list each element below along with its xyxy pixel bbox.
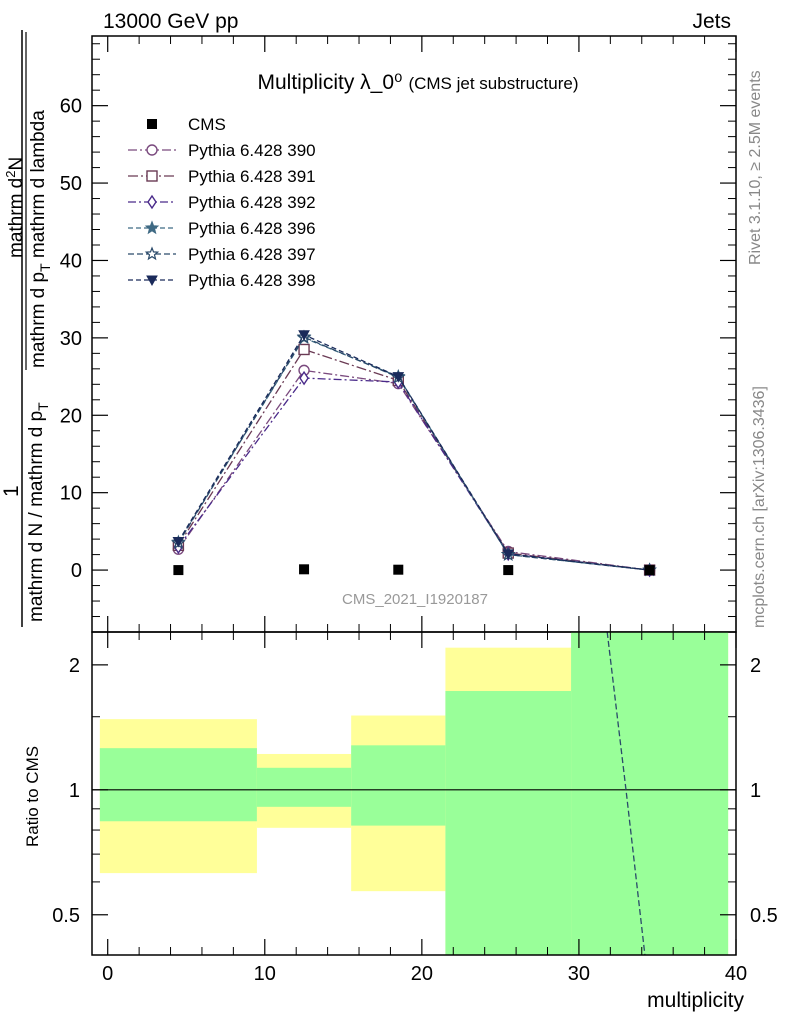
y-tick-label: 50 [60,173,82,195]
legend: CMS Pythia 6.428 390 Pythia 6.428 391 Pythi… [128,115,316,290]
legend-label: Pythia 6.428 390 [188,141,316,160]
data-point [503,565,514,576]
ylabel-inner-sub: T [37,263,53,272]
ratio-band-green [445,691,572,955]
y-tick-label: 30 [60,328,82,350]
y-tick-label: 10 [60,483,82,505]
x-axis-label: multiplicity [647,989,744,1012]
legend-swatch-marker [146,144,158,156]
legend-label-cms: CMS [188,115,226,134]
ratio-plot-frame [91,631,737,956]
legend-label: Pythia 6.428 397 [188,245,316,264]
y-tick-label: 40 [60,250,82,272]
ylabel-den-main: mathrm d N / mathrm d p [26,411,47,622]
ratio-band-green [256,767,352,807]
header-left: 13000 GeV pp [103,10,238,33]
data-points-group [173,564,655,576]
ratio-mc-line [606,631,646,956]
ratio-tick-label-right: 0.5 [750,905,778,927]
series-point [298,343,310,356]
series-line [177,369,650,571]
ratio-tick-label-right: 1 [750,780,761,802]
side-label-top: Rivet 3.1.10, ≥ 2.5M events [747,70,764,265]
ylabel-inner-bottom: mathrm d pT mathrm d lambda [28,110,53,368]
ratio-axis-ticks: 0.5 0.51 12 20 10 20 30 40 [52,632,778,985]
main-series-group [171,329,657,578]
ylabel-inner-sup: 2 [3,171,18,178]
ylabel-inner-bottom-a: mathrm d p [28,272,49,368]
legend-swatch-marker [146,170,158,182]
series-point [502,549,515,560]
ylabel-inner-fraction: mathrm d2N mathrm d pT mathrm d lambda [3,32,53,370]
ratio-band-green [351,745,446,826]
series-line [177,337,650,571]
x-tick-label: 10 [254,963,276,985]
legend-label: Pythia 6.428 396 [188,219,316,238]
main-ylabel: 1 mathrm d N / mathrm d pT mathrm d2N ma… [0,30,53,627]
series-point [172,536,185,548]
legend-swatch-marker [144,246,160,261]
header-right: Jets [692,10,731,33]
chart-subtitle: (CMS jet substructure) [408,74,578,93]
series-line [177,336,650,571]
x-tick-label: 40 [725,963,747,985]
y-tick-label: 60 [60,96,82,118]
ratio-tick-label: 0.5 [52,905,80,927]
legend-swatch-marker [147,194,157,210]
data-point [299,564,310,575]
series-point [299,370,309,386]
main-plot-panel: CMS_2021_I1920187 0 10 20 30 40 50 60 [60,35,737,633]
legend-label: Pythia 6.428 392 [188,193,316,212]
legend-swatch-marker [146,275,158,287]
y-tick-label: 20 [60,405,82,427]
side-label-bottom: mcplots.cern.ch [arXiv:1306.3436] [751,386,768,628]
series-line [177,348,650,571]
ratio-bands-group [99,632,729,955]
ratio-ylabel: Ratio to CMS [23,746,42,847]
data-point [173,565,184,576]
ylabel-den-sub: T [35,402,51,411]
data-point [644,565,655,576]
chart-title-main: Multiplicity λ_0⁰ [257,71,402,94]
data-point [393,564,404,575]
legend-label: Pythia 6.428 398 [188,271,316,290]
ratio-plot-panel: 0.5 0.51 12 20 10 20 30 40 [52,631,778,985]
ylabel-inner-top-a: mathrm d [6,178,27,258]
ylabel-inner-top-b: N [6,157,27,171]
legend-swatch-marker [144,220,160,235]
ratio-band-green [571,632,729,955]
series-point [298,330,310,341]
x-tick-label: 20 [411,963,433,985]
watermark: CMS_2021_I1920187 [342,591,488,608]
legend-swatch-cms [147,119,157,129]
ylabel-denominator: mathrm d N / mathrm d pT [26,402,51,622]
x-tick-label: 30 [568,963,590,985]
ylabel-inner-top: mathrm d2N [3,157,27,258]
y-tick-label: 0 [71,560,82,582]
ratio-tick-label-right: 2 [750,655,761,677]
x-tick-label: 0 [102,963,113,985]
ratio-band-green [99,748,257,822]
series-point [392,372,405,383]
main-axis-ticks: 0 10 20 30 40 50 60 [60,36,737,632]
legend-label: Pythia 6.428 391 [188,167,316,186]
chart-title: Multiplicity λ_0⁰ (CMS jet substructure) [257,71,578,94]
ratio-tick-label: 2 [69,655,80,677]
ylabel-inner-bottom-b: mathrm d lambda [28,110,49,264]
ylabel-numerator: 1 [0,485,23,497]
ratio-tick-label: 1 [69,780,80,802]
